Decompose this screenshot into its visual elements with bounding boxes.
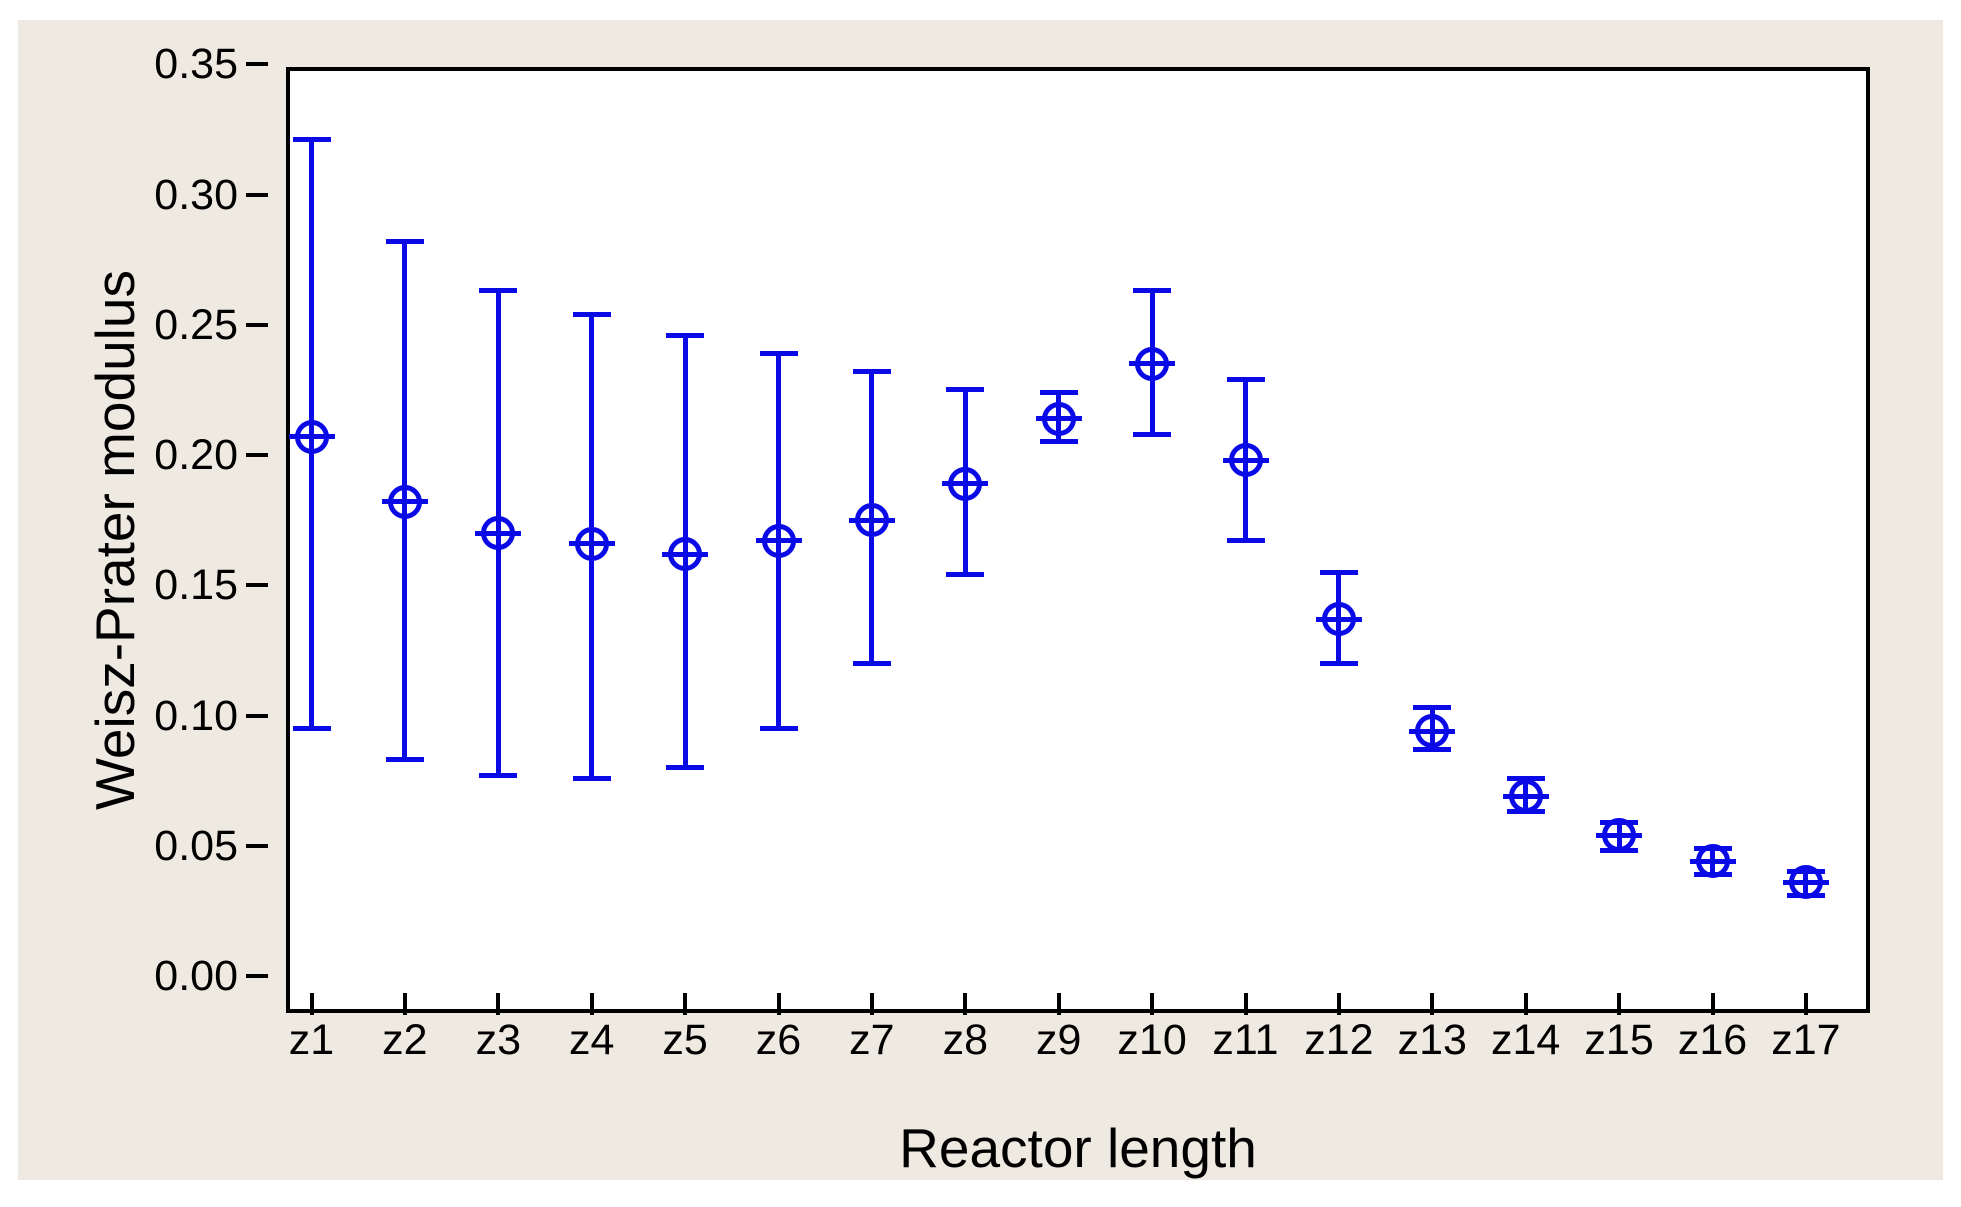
x-tick-label: z5: [662, 1016, 708, 1064]
y-tick-label: 0.20: [154, 431, 238, 480]
whisker-cap: [479, 288, 518, 294]
whisker-cap: [1226, 538, 1265, 544]
x-tick: [869, 993, 874, 1015]
whisker-cap: [1506, 775, 1545, 781]
whisker-cap: [1319, 569, 1358, 575]
x-tick-label: z13: [1397, 1016, 1467, 1064]
whisker-cap: [385, 238, 424, 244]
x-tick: [1336, 993, 1341, 1015]
x-tick: [1710, 993, 1715, 1015]
mean-marker-circle: [574, 526, 609, 561]
whisker-cap: [479, 772, 518, 778]
whisker-cap: [759, 726, 798, 732]
x-tick: [683, 993, 688, 1015]
x-tick-label: z4: [568, 1016, 615, 1064]
whisker-cap: [1039, 439, 1078, 445]
mean-marker-circle: [854, 503, 889, 538]
whisker-cap: [852, 369, 891, 375]
mean-marker-circle: [1041, 401, 1076, 436]
plot-area: [286, 67, 1870, 1013]
y-tick: [246, 843, 268, 848]
y-tick-label: 0.05: [154, 821, 238, 870]
whisker-cap: [1226, 376, 1265, 382]
x-tick: [1617, 993, 1622, 1015]
x-tick: [1150, 993, 1155, 1015]
x-tick: [1523, 993, 1528, 1015]
whisker-cap: [1133, 288, 1172, 294]
whisker-cap: [292, 726, 331, 732]
x-axis-title: Reactor length: [899, 1117, 1257, 1179]
mean-marker-circle: [387, 484, 422, 519]
whisker-cap: [1039, 390, 1078, 395]
x-tick: [1803, 993, 1808, 1015]
mean-marker-circle: [1695, 844, 1730, 879]
x-tick-label: z12: [1304, 1016, 1374, 1064]
whisker-cap: [666, 332, 705, 338]
mean-marker-circle: [1788, 865, 1823, 900]
whisker-cap: [572, 311, 611, 317]
x-tick: [776, 993, 781, 1015]
whisker-cap: [572, 775, 611, 781]
mean-marker-circle: [948, 466, 983, 501]
whisker-cap: [946, 387, 985, 393]
x-tick-label: z3: [475, 1016, 521, 1064]
x-tick: [589, 993, 594, 1015]
chart-panel: 0.35 0.30 0.25 0.20 0.15 0.10 0.05 0.00 z1 z2 z3 z…: [18, 20, 1943, 1180]
whisker-cap: [666, 765, 705, 771]
y-tick-label: 0.35: [154, 40, 238, 89]
y-tick-label: 0.15: [154, 561, 238, 610]
x-tick: [963, 993, 968, 1015]
x-tick: [1430, 993, 1435, 1015]
y-tick: [246, 974, 268, 978]
mean-marker-circle: [294, 419, 329, 454]
x-tick-label: z11: [1212, 1016, 1279, 1064]
whisker-cap: [292, 137, 331, 143]
mean-marker-circle: [1415, 714, 1450, 749]
whisker-cap: [852, 660, 891, 666]
mean-marker-circle: [1228, 443, 1263, 478]
y-tick-label: 0.10: [154, 691, 238, 740]
y-tick-label: 0.00: [154, 952, 238, 1000]
x-tick: [309, 993, 314, 1015]
mean-marker-circle: [668, 537, 703, 571]
whisker-cap: [759, 350, 798, 356]
mean-marker-circle: [1321, 602, 1356, 637]
mean-marker-circle: [481, 516, 516, 551]
x-tick-label: z16: [1677, 1016, 1748, 1064]
x-tick: [1243, 993, 1248, 1015]
x-tick-label: z14: [1491, 1016, 1561, 1064]
mean-marker-circle: [1508, 779, 1543, 814]
y-tick-label: 0.25: [154, 300, 238, 349]
y-tick: [246, 453, 268, 458]
x-tick: [496, 993, 501, 1015]
mean-marker-circle: [1135, 346, 1170, 381]
x-tick-label: z7: [849, 1016, 895, 1064]
y-tick: [246, 62, 268, 67]
x-tick-label: z15: [1584, 1016, 1654, 1064]
whisker-cap: [1413, 746, 1452, 752]
whisker-cap: [1319, 660, 1358, 666]
y-tick: [246, 192, 268, 197]
x-tick-label: z17: [1771, 1016, 1841, 1064]
x-tick: [402, 993, 407, 1015]
x-tick-label: z8: [942, 1016, 988, 1064]
x-tick: [1056, 993, 1061, 1015]
y-tick: [246, 713, 268, 718]
whisker-cap: [946, 572, 985, 578]
x-tick-label: z9: [1035, 1016, 1082, 1064]
x-tick-label: z2: [382, 1016, 428, 1064]
y-tick: [246, 583, 268, 588]
mean-marker-circle: [1602, 818, 1637, 853]
mean-marker-circle: [761, 523, 796, 558]
y-tick: [246, 322, 268, 327]
y-axis-title: Weisz-Prater modulus: [84, 270, 146, 810]
y-tick-label: 0.30: [154, 170, 238, 219]
whisker-cap: [385, 757, 424, 763]
x-tick-label: z1: [288, 1016, 335, 1064]
x-tick-label: z10: [1117, 1016, 1187, 1064]
whisker-cap: [1413, 705, 1452, 711]
whisker-cap: [1133, 431, 1172, 437]
x-tick-label: z6: [755, 1016, 802, 1064]
